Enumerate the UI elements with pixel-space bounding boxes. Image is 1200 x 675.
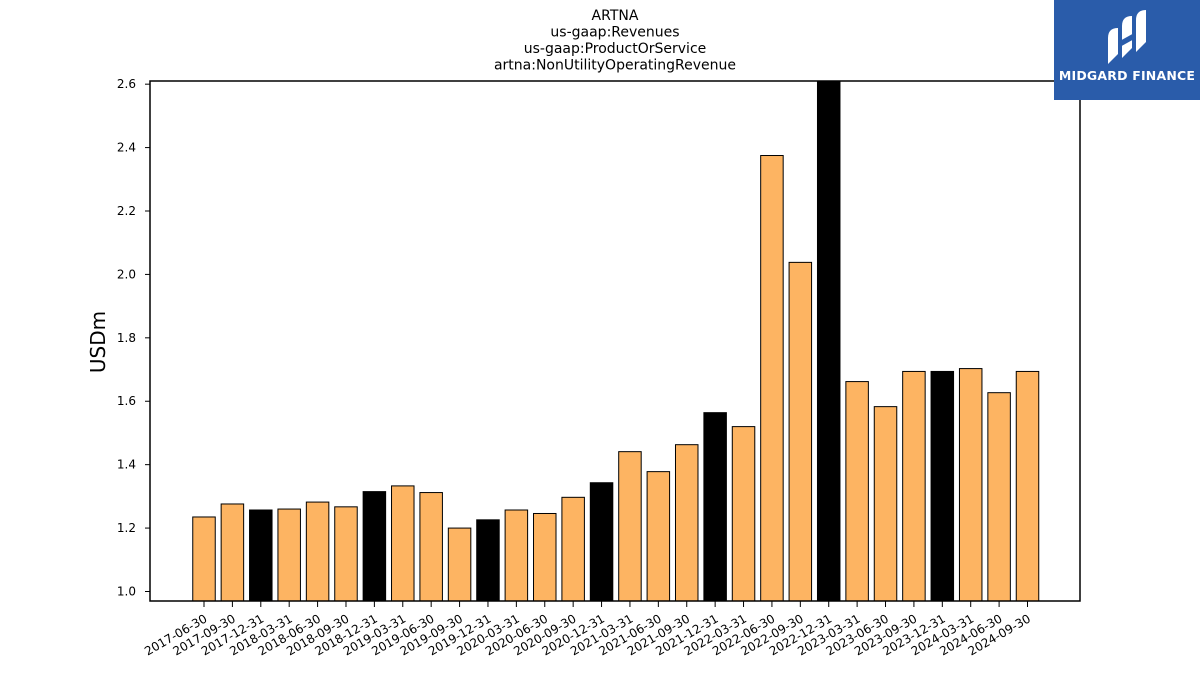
bar-2020-12-31 (589, 482, 614, 601)
bar-2018-12-31 (362, 491, 387, 601)
bar-2018-06-30 (305, 501, 330, 601)
y-axis-label: USDm (86, 311, 110, 373)
bar-2019-09-30 (447, 527, 472, 601)
y-tick-label: 2.2 (117, 204, 136, 218)
bar-2024-03-31 (958, 368, 983, 601)
y-tick-label: 2.0 (117, 267, 136, 281)
bar-2024-09-30 (1015, 370, 1040, 601)
midgard-finance-logo: MIDGARD FINANCE (1054, 0, 1200, 100)
bar-2017-09-30 (220, 503, 245, 601)
bar-2021-03-31 (618, 451, 642, 601)
bar-2022-09-30 (788, 261, 813, 601)
x-axis: 2017-06-302017-09-302017-12-312018-03-31… (142, 601, 1033, 658)
chart-title-line: ARTNA (592, 8, 639, 24)
bar-2023-12-31 (930, 370, 955, 601)
bar-2020-09-30 (561, 496, 585, 601)
chart-title-line: artna:NonUtilityOperatingRevenue (494, 58, 736, 74)
chart-title-line: us-gaap:Revenues (550, 25, 679, 41)
bar-2020-06-30 (533, 512, 557, 601)
bar-2018-03-31 (277, 508, 301, 601)
bar-2022-06-30 (760, 155, 784, 601)
chart-title: ARTNAus-gaap:Revenuesus-gaap:ProductOrSe… (494, 8, 736, 74)
y-tick-label: 1.4 (117, 458, 136, 472)
bar-2019-12-31 (476, 519, 500, 601)
bar-2017-06-30 (192, 516, 216, 601)
bar-2019-06-30 (419, 492, 443, 601)
bar-2019-03-31 (391, 485, 415, 601)
y-tick-label: 2.4 (117, 141, 136, 155)
y-tick-label: 2.6 (117, 77, 136, 91)
y-tick-label: 1.0 (117, 584, 136, 598)
y-tick-label: 1.2 (117, 521, 136, 535)
bars (192, 81, 1040, 601)
y-tick-label: 1.6 (117, 394, 136, 408)
bar-2024-06-30 (987, 392, 1011, 601)
bar-2023-03-31 (845, 381, 869, 601)
bar-2021-09-30 (674, 444, 699, 601)
bar-2021-06-30 (646, 471, 671, 601)
bar-2022-12-31 (816, 81, 841, 601)
logo-text: MIDGARD FINANCE (1058, 68, 1196, 83)
y-tick-label: 1.8 (117, 331, 136, 345)
chart-title-line: us-gaap:ProductOrService (524, 41, 707, 57)
bar-2020-03-31 (504, 509, 529, 601)
y-axis: 1.0 1.2 1.4 1.6 1.8 2.0 2.2 2.4 2.6 (117, 77, 150, 598)
bar-2018-09-30 (334, 506, 358, 601)
bar-2022-03-31 (731, 426, 756, 601)
bar-2021-12-31 (703, 412, 727, 601)
plot-frame (149, 80, 1081, 602)
bar-2023-09-30 (902, 370, 926, 601)
bar-2023-06-30 (873, 406, 898, 601)
midgard-logo-icon (1108, 10, 1146, 64)
bar-2017-12-31 (249, 509, 273, 601)
